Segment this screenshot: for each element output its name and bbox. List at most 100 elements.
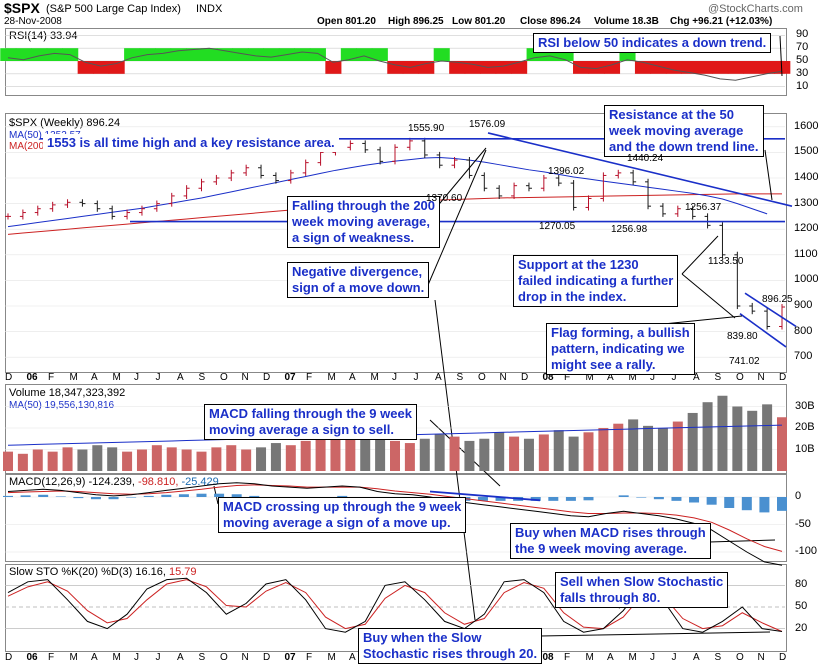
rsi-tick-90: 90 [796, 28, 809, 41]
annotation-resistance: Resistance at the 50 week moving average… [604, 105, 764, 157]
volume-bar [345, 438, 356, 471]
annotation-sto-buy-line-1: Buy when the Slow [363, 630, 482, 645]
volume-bar [166, 447, 177, 471]
price-tick-1300: 1300 [794, 196, 819, 209]
macd-histogram-bar [337, 495, 348, 497]
annotation-falling-200-line-3: a sign of weakness. [292, 230, 415, 245]
volume-bar [687, 412, 698, 471]
month-label-top-M: M [585, 372, 594, 383]
macd-trend-line [429, 490, 541, 502]
rsi-band-segment [46, 48, 63, 61]
price-tick-1000: 1000 [794, 273, 819, 286]
month-label-top-S: S [714, 372, 722, 383]
month-label-top-M: M [327, 372, 336, 383]
macd-tick--100: -100 [795, 545, 818, 557]
sto-tick-20: 20 [795, 621, 808, 634]
volume-bar [732, 406, 743, 471]
sto-tick-80: 80 [795, 578, 808, 591]
macd-histogram-bar [20, 495, 31, 497]
volume-bar [151, 445, 162, 471]
annotation-negdiv-line-2: sign of a move down. [292, 280, 425, 295]
month-label-bottom-A: A [693, 652, 700, 663]
annotation-falling-200-line-2: week moving average, [292, 214, 431, 229]
volume-bar [657, 428, 668, 471]
month-label-top-S: S [456, 372, 464, 383]
price-tick-1200: 1200 [794, 222, 819, 235]
month-label-top-J: J [134, 372, 139, 383]
month-label-bottom-F: F [48, 652, 55, 663]
month-label-top-N: N [757, 372, 765, 383]
macd-histogram-bar [477, 497, 488, 501]
price-value-label: 1256.37 [685, 202, 722, 213]
price-value-label: 839.80 [727, 331, 758, 342]
month-label-top-O: O [736, 372, 744, 383]
sto-label-d: 15.79 [169, 566, 197, 578]
month-label-top-A: A [349, 372, 356, 383]
month-label-bottom-S: S [198, 652, 206, 663]
rsi-line [7, 47, 783, 81]
volume-bar [479, 438, 490, 471]
macd-histogram-bar [73, 497, 84, 499]
price-tick-900: 900 [794, 299, 813, 311]
rsi-band-segment [325, 61, 342, 74]
price-value-label: 1396.02 [548, 166, 585, 177]
volume-bar [434, 434, 445, 471]
rsi-band-segment [774, 61, 791, 74]
copyright-label: @StockCharts.com [708, 3, 803, 15]
month-label-top-F: F [48, 372, 55, 383]
rsi-band-segment [696, 61, 713, 74]
annotation-support: Support at the 1230 failed indicating a … [513, 255, 679, 307]
flag-upper-line [744, 292, 797, 328]
month-label-top-S: S [198, 372, 206, 383]
month-label-top-A: A [693, 372, 700, 383]
macd-histogram-bar [38, 494, 49, 497]
volume-label: Volume 18,347,323,392 [9, 387, 126, 399]
rsi-band-segment [201, 48, 218, 61]
volume-bar [598, 428, 609, 471]
month-label-bottom-M: M [585, 652, 594, 663]
macd-histogram-bar [3, 495, 13, 497]
annotation-sto-buy: Buy when the Slow Stochastic rises throu… [358, 628, 543, 664]
volume-ma-label: MA(50) 19,556,130,816 [9, 400, 115, 411]
sto-label: Slow STO %K(20) %D(3) 16.16, 15.79 [9, 566, 197, 578]
rsi-band-segment [634, 61, 652, 74]
macd-histogram-bar [214, 493, 225, 497]
month-label-top-J: J [413, 372, 419, 383]
month-label-bottom-A: A [91, 652, 98, 663]
rsi-band-segment [681, 61, 698, 74]
volume-bar [330, 432, 341, 471]
volume-bar [449, 436, 460, 471]
volume-bar [122, 451, 133, 471]
rsi-band-segment [0, 48, 17, 61]
month-label-top-F: F [306, 372, 313, 383]
macd-histogram-bar [249, 495, 260, 497]
price-label: $SPX (Weekly) 896.24 [9, 117, 121, 129]
macd-histogram-bar [583, 497, 594, 501]
macd-tick-0: 0 [795, 490, 802, 502]
quote-volume: Volume 18.3B [594, 16, 659, 27]
volume-bar [762, 404, 773, 471]
rsi-band-segment [758, 61, 775, 74]
chart-date: 28-Nov-2008 [4, 16, 62, 27]
rsi-tick-50: 50 [796, 54, 809, 66]
price-value-label: 741.02 [729, 356, 760, 367]
macd-histogram-bar [90, 497, 101, 500]
rsi-band-segment [93, 61, 110, 74]
macd-histogram-bar [548, 497, 559, 501]
rsi-band-segment [309, 48, 326, 61]
month-label-top-N: N [499, 372, 507, 383]
macd-histogram-bar [196, 493, 207, 497]
month-label-bottom-A: A [349, 652, 356, 663]
macd-label-signal: -98.810, [138, 476, 179, 488]
macd-histogram-bar [618, 495, 629, 497]
volume-bar [523, 438, 534, 471]
rsi-band-segment [371, 48, 388, 61]
volume-bar [583, 432, 594, 471]
rsi-band-segment [155, 48, 172, 61]
month-label-bottom-F: F [306, 652, 313, 663]
rsi-band-segment [356, 48, 373, 61]
annotation-support-line-3: drop in the index. [518, 289, 627, 304]
volume-bar [226, 445, 237, 471]
rsi-tick-10: 10 [796, 79, 809, 92]
month-label-top-D: D [779, 372, 787, 383]
